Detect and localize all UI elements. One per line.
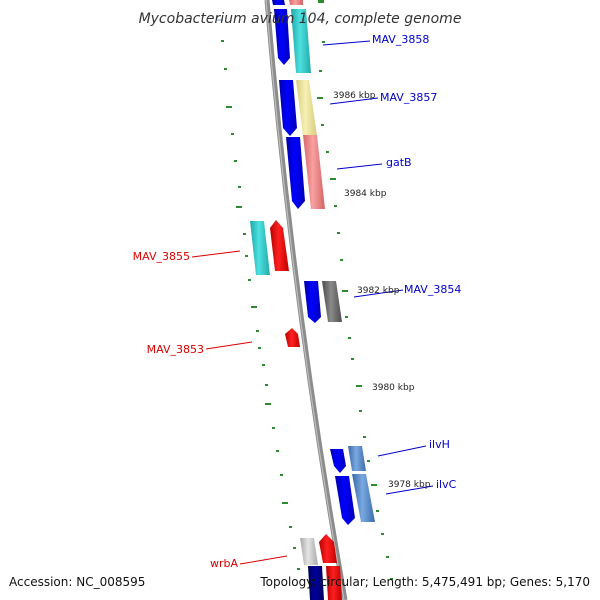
gene-arrow-top-blue[interactable] (272, 0, 285, 5)
gene-color-bottom-red[interactable] (326, 566, 342, 600)
gene-label-mav3854[interactable]: MAV_3854 (404, 283, 461, 296)
gene-color-mav3854[interactable] (322, 281, 342, 322)
gene-arrow-gatb[interactable] (286, 137, 305, 209)
map-title: Mycobacterium avium 104, complete genome (139, 11, 462, 27)
position-label-3978: 3978 kbp (388, 480, 431, 490)
gene-color-mav3857[interactable] (296, 80, 317, 136)
inner-tick-ring (221, 40, 300, 570)
gene-arrow-top-salmon[interactable] (289, 0, 303, 5)
gene-label-mav3858[interactable]: MAV_3858 (372, 33, 429, 46)
outer-ring-mark (318, 0, 324, 3)
gene-label-wrba[interactable]: wrbA (210, 557, 239, 570)
gene-label-mav3853[interactable]: MAV_3853 (147, 343, 204, 356)
gene-arrow-mav3853[interactable] (285, 328, 300, 347)
position-label-3986: 3986 kbp (333, 91, 376, 101)
gene-arrow-mav3855[interactable] (270, 220, 289, 271)
outer-tick-ring (317, 41, 393, 580)
gene-color-ilvc[interactable] (352, 474, 375, 522)
gene-arrow-mav3857[interactable] (279, 80, 297, 136)
gene-color-ilvh[interactable] (348, 446, 366, 471)
gene-color-mav3858[interactable] (291, 9, 311, 73)
gene-label-ilvh[interactable]: ilvH (429, 438, 450, 451)
genome-backbone (264, 0, 348, 600)
gene-arrow-ilvc[interactable] (335, 476, 355, 525)
genome-backbone-highlight (265, 0, 345, 600)
position-label-3984: 3984 kbp (344, 189, 387, 199)
gene-label-mav3855[interactable]: MAV_3855 (133, 250, 190, 263)
label-connectors (191, 40, 434, 565)
gene-arrow-mav3858[interactable] (274, 9, 290, 65)
gene-features (250, 0, 375, 600)
gene-arrow-wrba[interactable] (319, 534, 337, 563)
gene-arrow-bottom-navy[interactable] (308, 566, 324, 600)
gene-label-ilvc[interactable]: ilvC (436, 478, 457, 491)
gene-arrow-mav3854[interactable] (304, 281, 321, 323)
position-label-3982: 3982 kbp (357, 286, 400, 296)
gene-color-mav3855[interactable] (250, 221, 270, 275)
gene-color-wrba[interactable] (300, 538, 318, 565)
gene-arrow-ilvh[interactable] (330, 449, 346, 473)
gene-label-gatb[interactable]: gatB (386, 156, 412, 169)
gene-color-gatb[interactable] (303, 135, 325, 209)
topology-text: Topology: circular; Length: 5,475,491 bp… (259, 575, 590, 589)
position-label-3980: 3980 kbp (372, 383, 415, 393)
gene-label-mav3857[interactable]: MAV_3857 (380, 91, 437, 104)
accession-text: Accession: NC_008595 (9, 575, 145, 589)
